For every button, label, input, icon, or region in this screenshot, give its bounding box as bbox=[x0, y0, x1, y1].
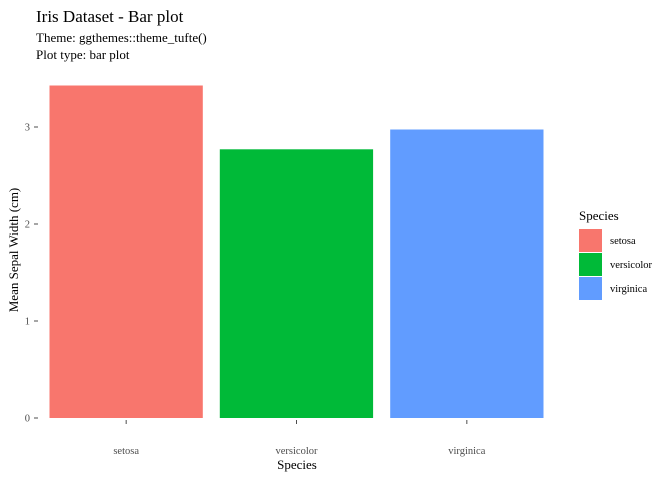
y-axis-title: Mean Sepal Width (cm) bbox=[6, 188, 21, 313]
legend-label-versicolor: versicolor bbox=[610, 260, 652, 271]
y-tick-label-1: 1 bbox=[25, 317, 30, 328]
y-axis: 0 1 2 3 bbox=[25, 123, 38, 425]
x-tick-label-virginica: virginica bbox=[448, 446, 485, 457]
plot-area bbox=[49, 85, 544, 419]
x-tick-label-versicolor: versicolor bbox=[276, 446, 318, 457]
y-tick-label-0: 0 bbox=[25, 414, 30, 425]
legend-title: Species bbox=[579, 208, 619, 223]
bar-versicolor bbox=[219, 149, 374, 419]
x-tick-label-setosa: setosa bbox=[113, 446, 139, 457]
legend-label-virginica: virginica bbox=[610, 284, 647, 295]
legend-swatch-versicolor bbox=[579, 253, 602, 276]
y-tick-label-2: 2 bbox=[25, 220, 30, 231]
chart-subtitle-line-2: Plot type: bar plot bbox=[36, 47, 130, 62]
chart-subtitle-line-1: Theme: ggthemes::theme_tufte() bbox=[36, 30, 207, 45]
legend-swatch-setosa bbox=[579, 229, 602, 252]
legend-label-setosa: setosa bbox=[610, 236, 636, 247]
x-axis-title: Species bbox=[277, 457, 317, 472]
bar-virginica bbox=[390, 129, 544, 418]
y-tick-label-3: 3 bbox=[25, 123, 30, 134]
x-axis: setosa versicolor virginica bbox=[113, 420, 486, 457]
bar-setosa bbox=[49, 85, 203, 418]
legend: Species setosa versicolor virginica bbox=[579, 208, 652, 300]
chart-title: Iris Dataset - Bar plot bbox=[36, 7, 184, 26]
legend-swatch-virginica bbox=[579, 277, 602, 300]
